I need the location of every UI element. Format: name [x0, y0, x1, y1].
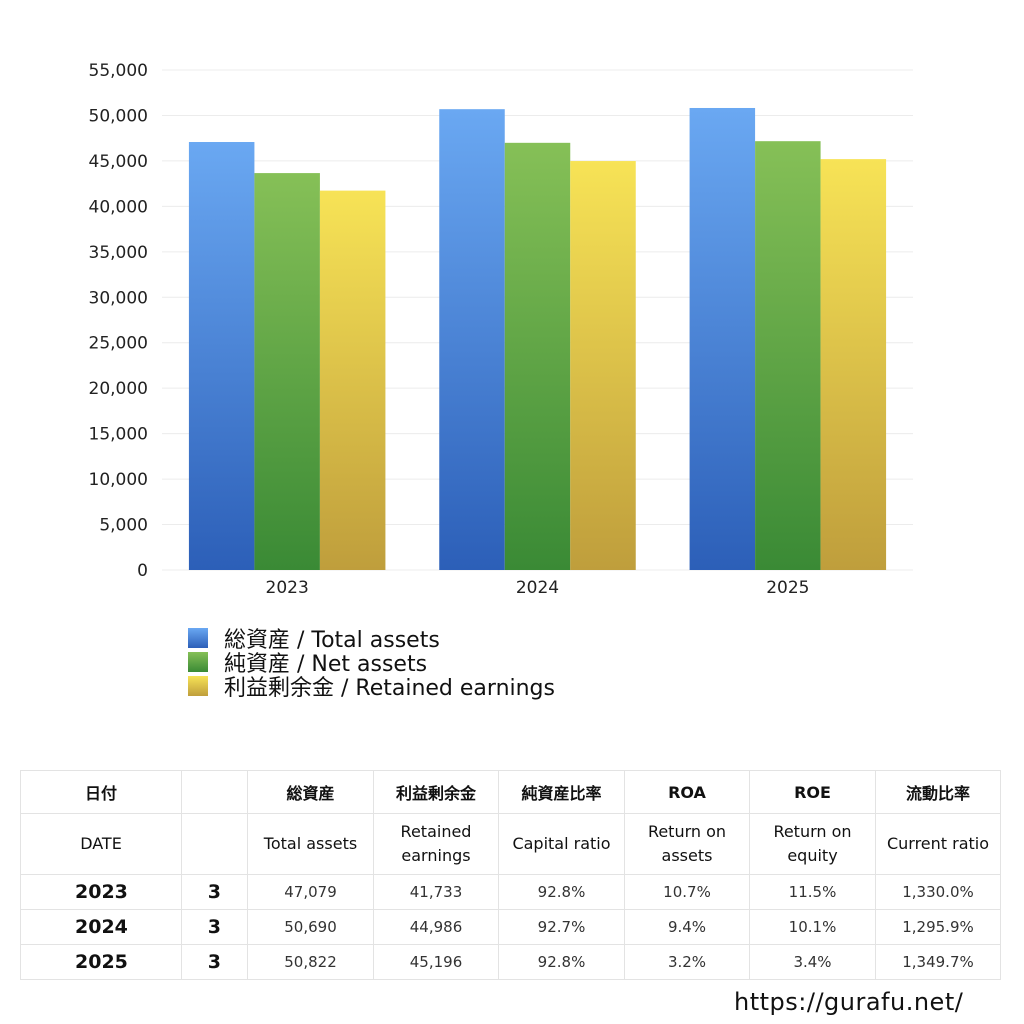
- cell-month: 3: [181, 874, 248, 910]
- cell-roe: 10.1%: [749, 909, 876, 945]
- header-date-en: DATE: [20, 813, 182, 875]
- header-month-en: [181, 813, 248, 875]
- bar-2023-series-2: [319, 190, 386, 571]
- y-tick-label: 45,000: [89, 152, 148, 172]
- y-tick-label: 35,000: [89, 243, 148, 263]
- bar-2025-series-1: [755, 141, 821, 570]
- legend-item-total-assets: 総資産 / Total assets: [188, 626, 555, 653]
- cell-capital-ratio: 92.7%: [498, 909, 625, 945]
- bar-2024-series-2: [570, 161, 636, 570]
- legend-label: 利益剰余金 / Retained earnings: [224, 676, 555, 701]
- legend-item-retained-earnings: 利益剰余金 / Retained earnings: [188, 674, 555, 701]
- cell-retained-earnings: 44,986: [373, 909, 499, 945]
- bars: [188, 107, 887, 571]
- cell-year: 2024: [20, 909, 182, 945]
- x-tick-label: 2023: [266, 578, 309, 598]
- header-total-assets-en: Total assets: [247, 813, 374, 875]
- table-row: 2025 3 50,822 45,196 92.8% 3.2% 3.4% 1,3…: [20, 944, 1001, 980]
- x-axis-tick-labels: 2023 2024 2025: [266, 578, 810, 598]
- cell-total-assets: 50,690: [247, 909, 374, 945]
- cell-month: 3: [181, 944, 248, 980]
- legend-item-net-assets: 純資産 / Net assets: [188, 650, 555, 677]
- cell-capital-ratio: 92.8%: [498, 944, 625, 980]
- header-current-ratio-en: Current ratio: [875, 813, 1001, 875]
- bar-chart: 0 5,000 10,000 15,000 20,000 25,000 30,000 35,0…: [89, 61, 913, 598]
- cell-roa: 9.4%: [624, 909, 750, 945]
- chart-legend: 総資産 / Total assets 純資産 / Net assets 利益剰余…: [188, 626, 555, 701]
- x-tick-label: 2024: [516, 578, 559, 598]
- y-tick-label: 0: [137, 561, 148, 581]
- y-tick-label: 50,000: [89, 106, 148, 126]
- y-axis-tick-labels: 0 5,000 10,000 15,000 20,000 25,000 30,000 35,0…: [89, 61, 148, 581]
- legend-label: 純資産 / Net assets: [224, 652, 428, 677]
- header-roe-jp: ROE: [749, 770, 876, 814]
- y-tick-label: 20,000: [89, 379, 148, 399]
- cell-month: 3: [181, 909, 248, 945]
- header-capital-ratio-en: Capital ratio: [498, 813, 625, 875]
- cell-retained-earnings: 45,196: [373, 944, 499, 980]
- y-tick-label: 10,000: [89, 470, 148, 490]
- table-row: 2023 3 47,079 41,733 92.8% 10.7% 11.5% 1…: [20, 874, 1001, 910]
- y-tick-label: 55,000: [89, 61, 148, 81]
- cell-current-ratio: 1,330.0%: [875, 874, 1001, 910]
- bar-2025-series-2: [820, 159, 887, 571]
- financial-table: 日付 総資産 利益剰余金 純資産比率 ROA ROE 流動比率 DATE Tot…: [20, 770, 1001, 980]
- cell-current-ratio: 1,349.7%: [875, 944, 1001, 980]
- cell-roa: 10.7%: [624, 874, 750, 910]
- header-retained-earnings-jp: 利益剰余金: [373, 770, 499, 814]
- cell-current-ratio: 1,295.9%: [875, 909, 1001, 945]
- header-roe-en: Return on equity: [749, 813, 876, 875]
- cell-capital-ratio: 92.8%: [498, 874, 625, 910]
- legend-swatch-total-assets: [188, 628, 208, 648]
- y-tick-label: 15,000: [89, 425, 148, 445]
- x-tick-label: 2025: [766, 578, 809, 598]
- header-capital-ratio-jp: 純資産比率: [498, 770, 625, 814]
- bar-2024-series-0: [439, 109, 505, 570]
- header-retained-earnings-en: Retained earnings: [373, 813, 499, 875]
- y-tick-label: 40,000: [89, 197, 148, 217]
- header-current-ratio-jp: 流動比率: [875, 770, 1001, 814]
- y-tick-label: 25,000: [89, 334, 148, 354]
- y-tick-label: 30,000: [89, 288, 148, 308]
- header-date-jp: 日付: [20, 770, 182, 814]
- cell-total-assets: 50,822: [247, 944, 374, 980]
- source-url: https://gurafu.net/: [734, 988, 964, 1016]
- header-roa-en: Return on assets: [624, 813, 750, 875]
- legend-swatch-retained-earnings: [188, 676, 208, 696]
- bar-2023-series-1: [254, 173, 320, 570]
- table-row: 2024 3 50,690 44,986 92.7% 9.4% 10.1% 1,…: [20, 909, 1001, 945]
- cell-roe: 11.5%: [749, 874, 876, 910]
- y-tick-label: 5,000: [99, 516, 148, 536]
- cell-year: 2023: [20, 874, 182, 910]
- header-roa-jp: ROA: [624, 770, 750, 814]
- legend-label: 総資産 / Total assets: [224, 628, 440, 653]
- header-total-assets-jp: 総資産: [247, 770, 374, 814]
- cell-total-assets: 47,079: [247, 874, 374, 910]
- bar-2025-series-0: [689, 107, 756, 571]
- cell-roa: 3.2%: [624, 944, 750, 980]
- table-header-en: DATE Total assets Retained earnings Capi…: [20, 813, 1001, 875]
- bar-2024-series-1: [504, 142, 571, 570]
- cell-year: 2025: [20, 944, 182, 980]
- bar-2023-series-0: [188, 142, 255, 570]
- cell-roe: 3.4%: [749, 944, 876, 980]
- header-month-jp: [181, 770, 248, 814]
- legend-swatch-net-assets: [188, 652, 208, 672]
- cell-retained-earnings: 41,733: [373, 874, 499, 910]
- table-header-jp: 日付 総資産 利益剰余金 純資産比率 ROA ROE 流動比率: [20, 770, 1001, 814]
